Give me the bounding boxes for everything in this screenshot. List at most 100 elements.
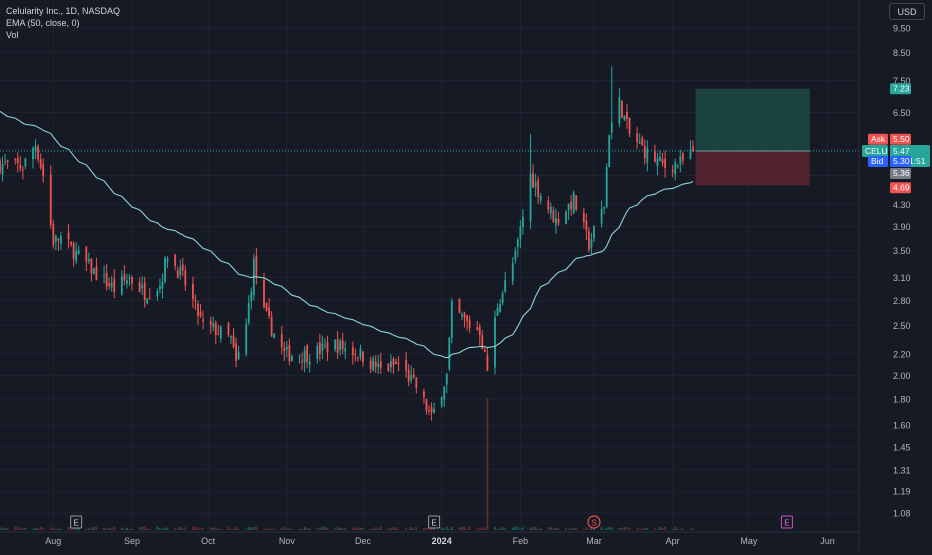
candle-body <box>549 207 552 214</box>
candle-body <box>270 316 273 336</box>
candle-body <box>359 348 362 358</box>
volume-bar <box>291 528 293 530</box>
candle-body <box>37 146 39 160</box>
volume-bar <box>661 527 664 530</box>
trade-zone[interactable] <box>695 88 810 186</box>
time-axis[interactable]: Aug Sep Oct Nov Dec 2024 Feb Mar Apr May Jun <box>0 531 860 546</box>
ema-indicator-label[interactable]: EMA (50, close, 0) <box>6 18 80 28</box>
volume-bar <box>483 527 486 530</box>
candle-body <box>90 258 93 274</box>
volume-bar <box>209 527 212 530</box>
candle-body <box>557 218 560 224</box>
candle-body <box>448 337 451 370</box>
volume-bar <box>24 527 27 530</box>
volume-bar <box>34 527 37 530</box>
candle-body <box>199 311 202 316</box>
volume-bar <box>659 526 661 530</box>
volume-bar <box>605 527 608 530</box>
time-tick-label: Mar <box>586 536 602 546</box>
volume-bar <box>638 529 641 530</box>
time-tick-label: Aug <box>45 536 61 546</box>
candle-body <box>605 167 608 207</box>
currency-button[interactable]: USD <box>889 3 925 20</box>
volume-bar <box>263 528 265 530</box>
candle-body <box>547 200 550 210</box>
candle-body <box>34 145 37 150</box>
volume-bar <box>57 528 60 530</box>
candle-body <box>159 286 161 290</box>
earnings-marker-icon[interactable] <box>70 515 83 529</box>
candle-body <box>227 323 230 335</box>
volume-bar <box>255 526 258 530</box>
ema-line <box>0 110 694 359</box>
candle-body <box>501 293 504 303</box>
chart-legend: Celularity Inc., 1D, NASDAQ EMA (50, clo… <box>6 5 120 41</box>
candle-body <box>148 297 151 299</box>
bid-value-bg <box>890 156 911 168</box>
volume-bar <box>351 527 354 530</box>
candle-body <box>476 327 479 330</box>
volume-bar <box>270 528 273 530</box>
volume-bar <box>339 527 342 530</box>
candle-body <box>219 326 222 339</box>
candle-body <box>618 97 621 124</box>
candle-body <box>52 223 55 246</box>
volume-bar <box>181 528 184 530</box>
volume-bar <box>377 528 380 530</box>
split-marker-label: S <box>591 517 597 527</box>
candle-body <box>105 272 108 287</box>
volume-bar <box>466 528 468 530</box>
volume-bar <box>143 526 146 530</box>
target-price-value: 7.23 <box>893 83 910 93</box>
earnings-marker-icon[interactable] <box>428 515 441 529</box>
ticker-tag-bg <box>862 144 888 157</box>
volume-bar <box>268 528 270 530</box>
volume-bar <box>0 527 1 530</box>
volume-bar <box>514 526 517 530</box>
volume-bar <box>390 528 392 530</box>
candle-body <box>623 115 626 121</box>
candle-body <box>628 117 631 134</box>
candle-body <box>184 270 187 286</box>
stop-price-value-bg <box>890 182 911 194</box>
volume-bar <box>504 528 507 530</box>
candle-body <box>174 254 177 267</box>
candle-body <box>443 386 446 400</box>
earnings-marker-icon[interactable] <box>780 515 793 529</box>
volume-bar <box>316 528 319 530</box>
candle-body <box>590 239 593 248</box>
candle-body <box>621 101 623 118</box>
price-axis[interactable]: 9.508.507.506.505.504.904.303.903.503.10… <box>858 0 911 550</box>
volume-bar <box>344 528 347 530</box>
volume-bar <box>298 528 301 530</box>
volume-bar <box>166 527 169 530</box>
candle-body <box>131 277 133 284</box>
volume-bar <box>608 527 611 530</box>
target-zone[interactable] <box>695 88 810 151</box>
candle-body <box>676 165 679 167</box>
volume-bar <box>110 528 113 530</box>
symbol-title[interactable]: Celularity Inc., 1D, NASDAQ <box>6 6 121 16</box>
candle-body <box>430 407 433 413</box>
volume-indicator-label[interactable]: Vol <box>6 30 19 40</box>
split-marker-icon[interactable] <box>587 515 601 529</box>
candle-body <box>504 280 507 292</box>
candle-body <box>636 133 639 143</box>
volume-bar <box>374 527 377 530</box>
candle-body <box>24 158 27 167</box>
volume-bar <box>610 527 613 530</box>
volume-bar <box>120 527 123 530</box>
volume-bar <box>237 529 240 530</box>
candle-body <box>565 211 567 225</box>
volume-bar <box>285 528 288 530</box>
prev-price-value: 5.36 <box>893 168 910 178</box>
candle-body <box>255 255 258 278</box>
candle-body <box>395 361 397 365</box>
volume-bar <box>425 527 428 530</box>
earnings-marker-label: E <box>784 518 789 527</box>
candle-body <box>423 391 425 398</box>
stop-zone[interactable] <box>695 150 810 186</box>
